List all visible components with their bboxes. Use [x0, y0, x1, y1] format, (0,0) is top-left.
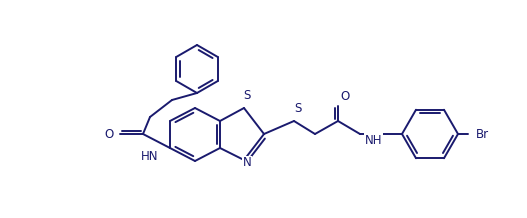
Text: S: S — [243, 90, 251, 102]
Text: Br: Br — [475, 128, 489, 140]
Text: HN: HN — [141, 150, 158, 164]
Text: S: S — [294, 102, 301, 116]
Text: O: O — [104, 128, 114, 140]
Text: O: O — [340, 90, 349, 104]
Text: N: N — [242, 157, 251, 170]
Text: NH: NH — [365, 133, 383, 146]
